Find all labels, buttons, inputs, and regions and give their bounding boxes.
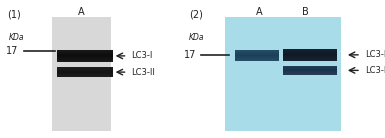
FancyBboxPatch shape (57, 52, 113, 53)
FancyBboxPatch shape (235, 60, 279, 61)
FancyBboxPatch shape (283, 54, 337, 55)
FancyBboxPatch shape (235, 56, 279, 57)
FancyBboxPatch shape (283, 55, 337, 56)
FancyBboxPatch shape (235, 58, 279, 59)
Text: LC3-I: LC3-I (365, 50, 385, 59)
FancyBboxPatch shape (57, 60, 113, 61)
FancyBboxPatch shape (283, 74, 337, 75)
FancyBboxPatch shape (235, 54, 279, 55)
Text: B: B (301, 7, 308, 17)
FancyBboxPatch shape (283, 68, 337, 69)
Text: A: A (256, 7, 262, 17)
FancyBboxPatch shape (283, 69, 337, 70)
FancyBboxPatch shape (57, 72, 113, 73)
FancyBboxPatch shape (57, 56, 113, 57)
FancyBboxPatch shape (225, 17, 341, 131)
FancyBboxPatch shape (57, 76, 113, 77)
FancyBboxPatch shape (57, 70, 113, 71)
FancyBboxPatch shape (57, 71, 113, 72)
FancyBboxPatch shape (57, 55, 113, 56)
FancyBboxPatch shape (57, 57, 113, 58)
FancyBboxPatch shape (57, 53, 113, 54)
FancyBboxPatch shape (57, 69, 113, 70)
FancyBboxPatch shape (283, 50, 337, 51)
FancyBboxPatch shape (235, 57, 279, 58)
FancyBboxPatch shape (235, 55, 279, 56)
FancyBboxPatch shape (57, 61, 113, 62)
FancyBboxPatch shape (283, 57, 337, 58)
FancyBboxPatch shape (283, 53, 337, 54)
FancyBboxPatch shape (283, 71, 337, 72)
FancyBboxPatch shape (57, 58, 113, 59)
Text: A: A (78, 7, 85, 17)
FancyBboxPatch shape (57, 67, 113, 68)
FancyBboxPatch shape (283, 72, 337, 73)
FancyBboxPatch shape (283, 70, 337, 71)
FancyBboxPatch shape (283, 59, 337, 60)
Text: KDa: KDa (189, 33, 204, 42)
Text: LC3-II: LC3-II (365, 66, 385, 75)
FancyBboxPatch shape (283, 60, 337, 61)
FancyBboxPatch shape (235, 51, 279, 52)
FancyBboxPatch shape (283, 49, 337, 50)
FancyBboxPatch shape (283, 66, 337, 67)
Text: 17: 17 (184, 50, 197, 60)
FancyBboxPatch shape (235, 52, 279, 53)
FancyBboxPatch shape (283, 51, 337, 52)
FancyBboxPatch shape (235, 50, 279, 51)
FancyBboxPatch shape (283, 73, 337, 74)
Text: 17: 17 (6, 46, 18, 56)
FancyBboxPatch shape (283, 52, 337, 53)
Text: KDa: KDa (9, 33, 25, 42)
FancyBboxPatch shape (283, 56, 337, 57)
FancyBboxPatch shape (57, 73, 113, 74)
Text: LC3-I: LC3-I (131, 51, 152, 60)
FancyBboxPatch shape (57, 50, 113, 51)
FancyBboxPatch shape (235, 53, 279, 54)
FancyBboxPatch shape (52, 17, 111, 131)
Text: (1): (1) (7, 10, 21, 20)
FancyBboxPatch shape (235, 59, 279, 60)
FancyBboxPatch shape (57, 75, 113, 76)
FancyBboxPatch shape (57, 54, 113, 55)
Text: LC3-II: LC3-II (131, 68, 155, 77)
FancyBboxPatch shape (57, 68, 113, 69)
Text: (2): (2) (189, 10, 203, 20)
FancyBboxPatch shape (57, 59, 113, 60)
FancyBboxPatch shape (283, 67, 337, 68)
FancyBboxPatch shape (283, 58, 337, 59)
FancyBboxPatch shape (57, 74, 113, 75)
